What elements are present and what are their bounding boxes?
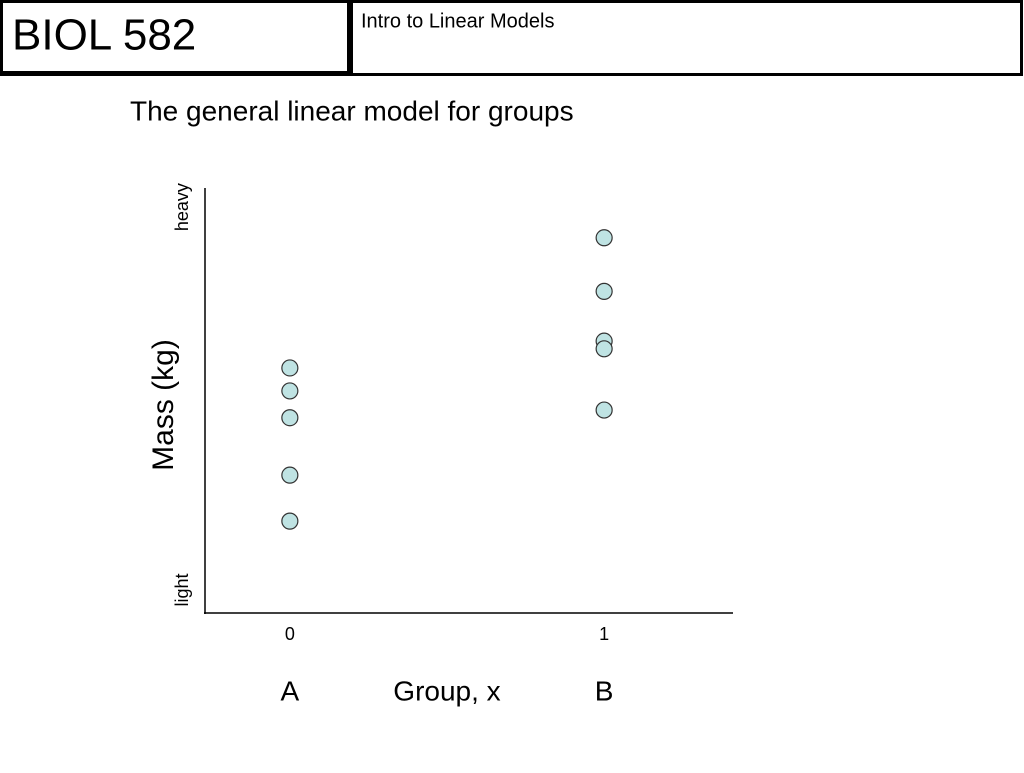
- y-axis-label: Mass (kg): [147, 339, 180, 471]
- x-tick-label: 1: [599, 624, 609, 644]
- y-tick-label: light: [172, 574, 192, 607]
- x-axis-label: Group, x: [393, 675, 500, 706]
- data-point: [595, 401, 613, 419]
- data-point: [281, 359, 299, 377]
- course-title: BIOL 582: [12, 11, 196, 60]
- topic-title: Intro to Linear Models: [361, 10, 554, 32]
- course-box: [0, 0, 350, 74]
- data-point: [281, 409, 299, 427]
- data-point: [281, 512, 299, 530]
- data-point: [281, 382, 299, 400]
- topic-box: [350, 0, 1023, 76]
- y-tick-label: heavy: [172, 183, 192, 231]
- data-point: [281, 466, 299, 484]
- chart-title: The general linear model for groups: [130, 95, 574, 126]
- data-point: [595, 340, 613, 358]
- data-point: [595, 282, 613, 300]
- group-label: A: [281, 675, 300, 706]
- x-tick-label: 0: [285, 624, 295, 644]
- data-point: [595, 229, 613, 247]
- group-label: B: [595, 675, 614, 706]
